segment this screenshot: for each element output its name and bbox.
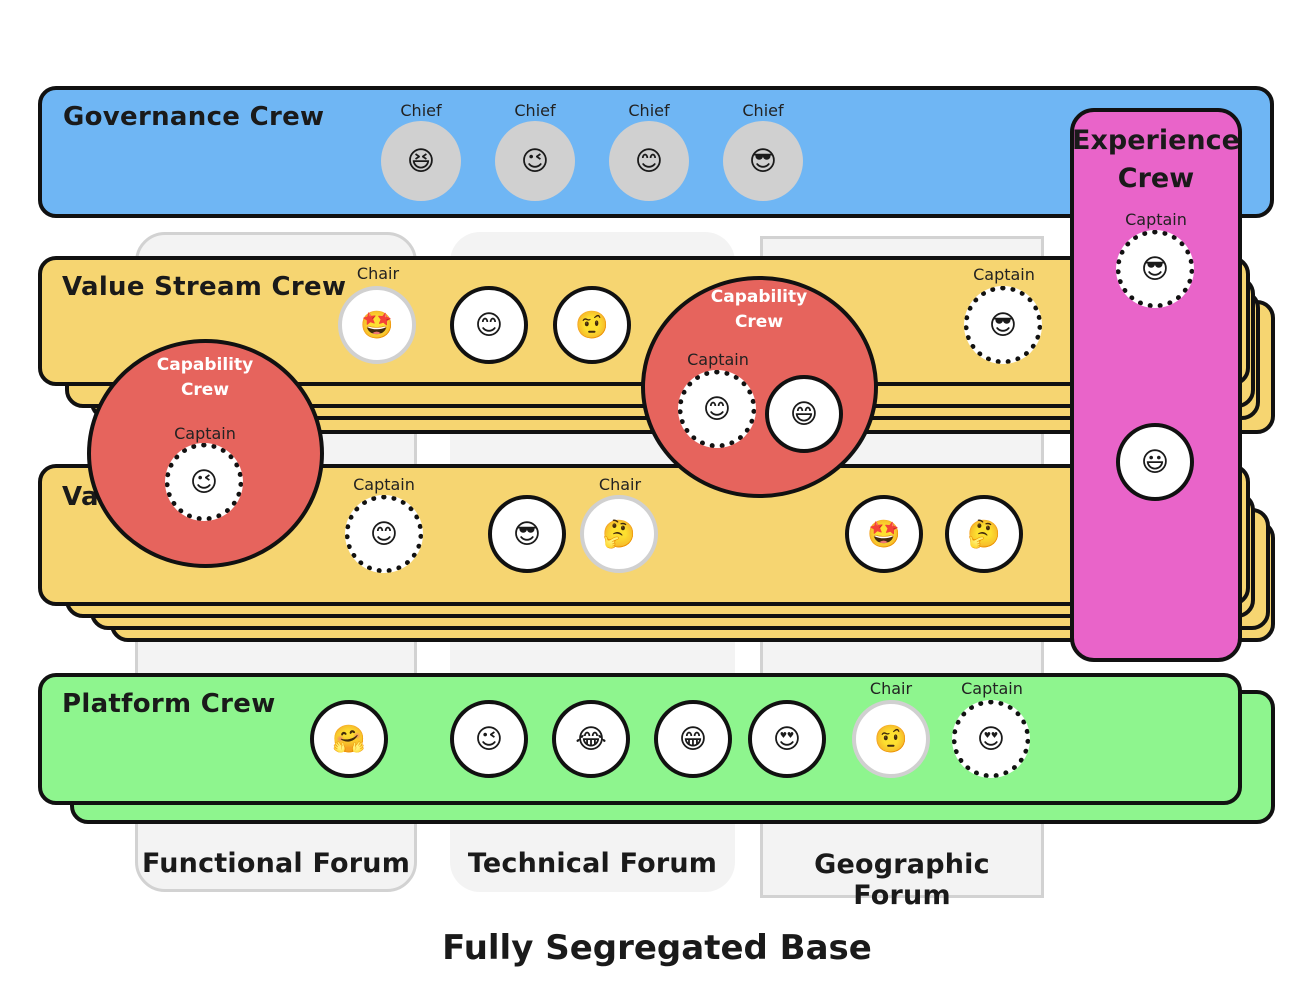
diagram-title: Fully Segregated Base (442, 928, 872, 968)
platform-member-6[interactable]: 🤨 (852, 700, 930, 778)
capability-crew-2-circle (641, 276, 878, 498)
vs2-member-4[interactable]: 🤩 (845, 495, 923, 573)
platform-member-1[interactable]: 🤗 (310, 700, 388, 778)
platform-member-5[interactable]: 😍 (748, 700, 826, 778)
functional-forum-label: Functional Forum (141, 848, 411, 879)
vs1-member-4[interactable]: 😎 (964, 286, 1042, 364)
governance-role-1: Chief (400, 101, 442, 120)
governance-member-4[interactable]: 😎 (723, 121, 803, 201)
platform-member-7[interactable]: 😍 (952, 700, 1030, 778)
platform-crew-band (38, 673, 1242, 805)
value-stream-crew-1-title: Value Stream Crew (62, 272, 347, 302)
experience-crew-title-line2: Crew (1117, 163, 1195, 194)
governance-role-2: Chief (514, 101, 556, 120)
vs2-member-2[interactable]: 😎 (488, 495, 566, 573)
governance-role-3: Chief (628, 101, 670, 120)
vs2-role-1: Captain (353, 475, 415, 494)
experience-crew-band (1070, 108, 1242, 662)
vs1-role-4: Captain (973, 265, 1035, 284)
vs1-member-3[interactable]: 🤨 (553, 286, 631, 364)
platform-role-7: Captain (961, 679, 1023, 698)
platform-member-3[interactable]: 😂 (552, 700, 630, 778)
geographic-forum-label: Geographic Forum (814, 849, 990, 911)
governance-crew-title: Governance Crew (63, 102, 325, 132)
governance-member-3[interactable]: 😊 (609, 121, 689, 201)
technical-forum-label: Technical Forum (467, 848, 718, 879)
vs1-member-1[interactable]: 🤩 (338, 286, 416, 364)
capability-2-member-2[interactable]: 😄 (765, 375, 843, 453)
platform-member-2[interactable]: 😉 (450, 700, 528, 778)
experience-member-2[interactable]: 😃 (1116, 423, 1194, 501)
capability-2-member-1[interactable]: 😊 (678, 370, 756, 448)
governance-role-4: Chief (742, 101, 784, 120)
experience-role-1: Captain (1125, 210, 1187, 229)
capability-crew-1-title-line1: Capability (156, 355, 254, 375)
platform-role-6: Chair (869, 679, 913, 698)
vs2-member-5[interactable]: 🤔 (945, 495, 1023, 573)
vs1-member-2[interactable]: 😊 (450, 286, 528, 364)
platform-crew-title: Platform Crew (62, 689, 276, 719)
governance-member-1[interactable]: 😆 (381, 121, 461, 201)
capability-crew-2-title-line2: Crew (734, 312, 784, 332)
capability-1-member-1[interactable]: 😉 (165, 443, 243, 521)
governance-member-2[interactable]: 😉 (495, 121, 575, 201)
vs1-role-1: Chair (356, 264, 400, 283)
vs2-role-3: Chair (598, 475, 642, 494)
experience-member-1[interactable]: 😎 (1116, 230, 1194, 308)
experience-crew-title-line1: Experience (1072, 125, 1240, 156)
vs2-member-1[interactable]: 😊 (345, 495, 423, 573)
capability-crew-2-title-line1: Capability (710, 287, 808, 307)
capability-1-role-1: Captain (174, 424, 236, 443)
vs2-member-3[interactable]: 🤔 (580, 495, 658, 573)
capability-crew-1-title-line2: Crew (180, 380, 230, 400)
platform-member-4[interactable]: 😁 (654, 700, 732, 778)
capability-2-role-1: Captain (687, 350, 749, 369)
